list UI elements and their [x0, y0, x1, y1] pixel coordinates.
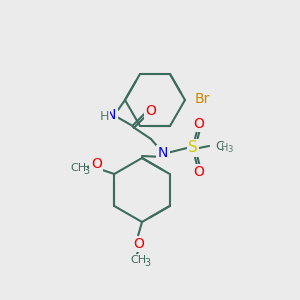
Text: S: S	[188, 140, 198, 155]
Text: O: O	[194, 165, 204, 179]
Text: H: H	[221, 143, 229, 153]
Text: CH: CH	[130, 255, 146, 265]
Text: C: C	[216, 140, 224, 152]
Text: 3: 3	[227, 146, 233, 154]
Text: O: O	[91, 157, 102, 171]
Text: Br: Br	[195, 92, 210, 106]
Text: 3: 3	[83, 166, 89, 176]
Text: O: O	[194, 117, 204, 131]
Text: O: O	[146, 104, 156, 118]
Text: O: O	[134, 237, 144, 251]
Text: N: N	[106, 108, 116, 122]
Text: CH: CH	[70, 163, 86, 173]
Text: N: N	[158, 146, 168, 160]
Text: H: H	[99, 110, 109, 124]
Text: 3: 3	[144, 258, 150, 268]
